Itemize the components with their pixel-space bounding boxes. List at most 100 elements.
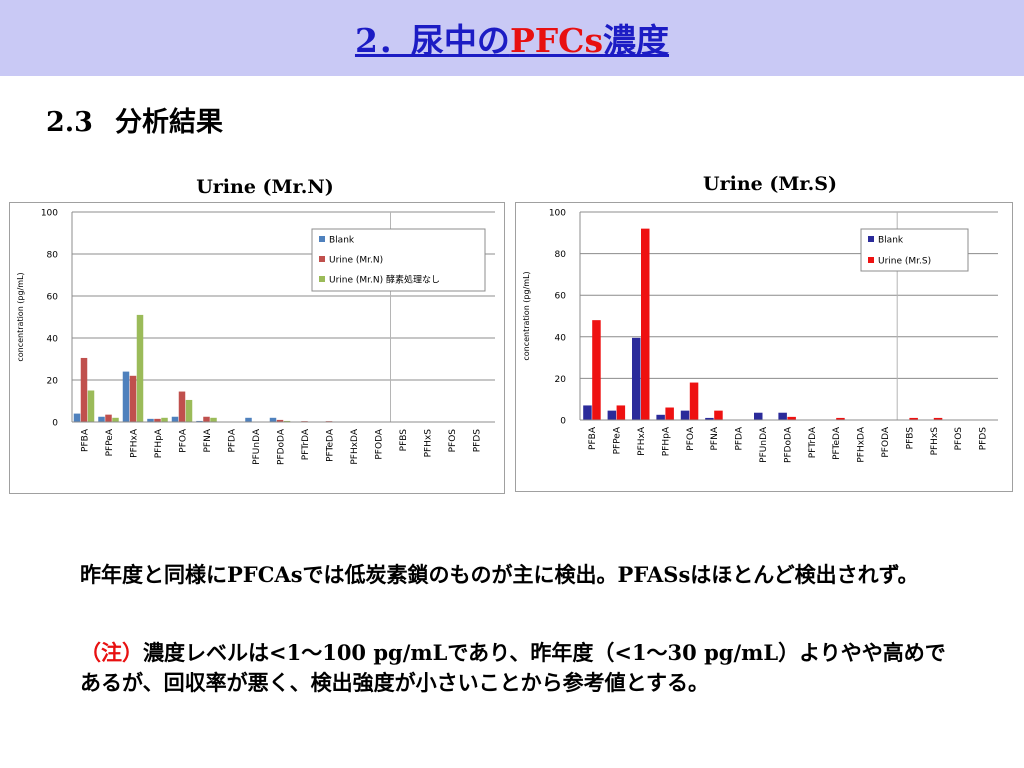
chart-right: 0 20 40 60 80 100 concentration (pg/mL) PFBA PFP… bbox=[515, 202, 1013, 492]
note-range-current: <1～100 pg/mL bbox=[269, 640, 448, 665]
x-tick-label: PFHxS bbox=[930, 427, 940, 456]
bar bbox=[933, 417, 943, 420]
legend-label: Urine (Mr.S) bbox=[878, 257, 931, 267]
title-prefix: 2．尿中の bbox=[354, 21, 510, 60]
bar bbox=[269, 417, 277, 422]
x-tick-label: PFOS bbox=[954, 427, 964, 451]
bar bbox=[196, 420, 203, 422]
legend-swatch bbox=[319, 256, 325, 262]
bar bbox=[87, 390, 95, 422]
summary-text-2: では低炭素鎖のものが主に検出。 bbox=[302, 563, 618, 587]
bar bbox=[73, 413, 81, 422]
chart-left: 0 20 40 60 80 100 concentration (pg/mL) PFBA PFP… bbox=[9, 202, 505, 494]
x-tick-label: PFDA bbox=[735, 426, 745, 450]
bar bbox=[607, 410, 617, 420]
bar bbox=[283, 420, 291, 422]
bar bbox=[147, 418, 154, 422]
y-tick-label: 100 bbox=[549, 209, 566, 219]
bar bbox=[129, 375, 137, 422]
bar bbox=[641, 228, 650, 420]
y-tick-label: 0 bbox=[52, 419, 58, 429]
legend-label: Blank bbox=[329, 236, 355, 246]
bar bbox=[98, 416, 105, 422]
bar bbox=[778, 412, 787, 420]
x-tick-label: PFHxS bbox=[423, 429, 433, 458]
legend-label: Blank bbox=[878, 236, 904, 246]
x-tick-label: PFDA bbox=[227, 428, 237, 452]
x-tick-label: PFNA bbox=[710, 426, 720, 450]
chart-right-svg: 0 20 40 60 80 100 concentration (pg/mL) PFBA PFP… bbox=[522, 209, 998, 463]
bar bbox=[754, 412, 763, 420]
bar bbox=[714, 410, 723, 420]
x-tick-label: PFHxA bbox=[637, 426, 647, 456]
x-tick-label: PFDoDA bbox=[276, 428, 286, 465]
y-tick-label: 20 bbox=[47, 377, 59, 387]
x-tick-label: PFHxA bbox=[129, 428, 139, 458]
note-text-3: ）よりやや高めであるが、回収率が悪く、検出強度が小さいことから参考値とする。 bbox=[80, 641, 946, 695]
note-text-1: 濃度レベルは bbox=[143, 641, 269, 665]
y-tick-label: 100 bbox=[41, 209, 58, 219]
bar bbox=[161, 417, 168, 422]
chart-left-svg: 0 20 40 60 80 100 concentration (pg/mL) PFBA PFP… bbox=[16, 209, 495, 465]
note-paragraph: （注）濃度レベルは<1～100 pg/mLであり、昨年度（<1～30 pg/mL… bbox=[80, 638, 960, 698]
x-tick-label: PFTeDA bbox=[832, 426, 842, 460]
bar bbox=[583, 405, 592, 420]
x-tick-label: PFPeA bbox=[613, 426, 623, 454]
legend-swatch bbox=[868, 236, 874, 242]
y-tick-label: 60 bbox=[47, 293, 59, 303]
x-tick-label: PFDS bbox=[979, 427, 989, 451]
summary-text-1: 昨年度と同様に bbox=[80, 563, 227, 587]
bar bbox=[245, 417, 252, 422]
legend bbox=[311, 228, 486, 292]
x-tick-label: PFUnDA bbox=[759, 426, 769, 463]
x-tick-label: PFTrDA bbox=[301, 428, 311, 460]
summary-text-3: はほとんど検出されず。 bbox=[690, 563, 919, 587]
chart-title-left: Urine (Mr.N) bbox=[196, 176, 334, 198]
note-label: （注） bbox=[80, 641, 143, 665]
bar bbox=[276, 419, 284, 422]
bar bbox=[210, 417, 217, 422]
x-tick-label: PFTrDA bbox=[808, 426, 818, 458]
x-tick-label: PFDoDA bbox=[783, 426, 793, 463]
y-tick-label: 40 bbox=[47, 335, 59, 345]
y-tick-label: 60 bbox=[555, 292, 567, 302]
bar bbox=[705, 417, 714, 420]
x-tick-label: PFBS bbox=[399, 429, 409, 452]
bar bbox=[665, 407, 674, 420]
x-tick-label: PFHxDA bbox=[857, 426, 867, 462]
bar bbox=[178, 391, 186, 422]
y-tick-label: 80 bbox=[555, 250, 567, 260]
legend bbox=[860, 228, 969, 272]
x-tick-label: PFBS bbox=[905, 427, 915, 450]
x-tick-label: PFHpA bbox=[154, 428, 164, 458]
y-axis-label: concentration (pg/mL) bbox=[16, 272, 25, 361]
x-tick-label: PFHpA bbox=[661, 426, 671, 456]
x-tick-label: PFHxDA bbox=[350, 428, 360, 464]
y-tick-label: 20 bbox=[555, 375, 567, 385]
bar bbox=[592, 320, 601, 420]
section-number: 2.3 bbox=[46, 107, 93, 138]
bar bbox=[689, 382, 699, 420]
x-tick-label: PFOA bbox=[178, 428, 188, 453]
x-tick-label: PFOA bbox=[686, 426, 696, 451]
bar bbox=[616, 405, 626, 420]
bar bbox=[656, 414, 665, 420]
legend-swatch bbox=[868, 257, 874, 263]
legend-swatch bbox=[319, 236, 325, 242]
header-bar bbox=[0, 0, 1024, 76]
bar bbox=[171, 416, 179, 422]
x-tick-label: PFODA bbox=[374, 428, 384, 459]
title-suffix: 濃度 bbox=[603, 21, 670, 60]
bar bbox=[136, 314, 144, 422]
y-tick-label: 80 bbox=[47, 251, 59, 261]
y-axis-label: concentration (pg/mL) bbox=[522, 271, 531, 360]
x-tick-label: PFNA bbox=[203, 428, 213, 452]
summary-pfass: PFASs bbox=[617, 562, 691, 587]
x-tick-label: PFDS bbox=[472, 429, 482, 453]
bar bbox=[203, 416, 210, 422]
x-tick-label: PFOS bbox=[448, 429, 458, 453]
bar bbox=[185, 399, 193, 422]
title-highlight: PFCs bbox=[509, 21, 604, 60]
bar bbox=[909, 417, 918, 420]
bar bbox=[632, 337, 641, 420]
